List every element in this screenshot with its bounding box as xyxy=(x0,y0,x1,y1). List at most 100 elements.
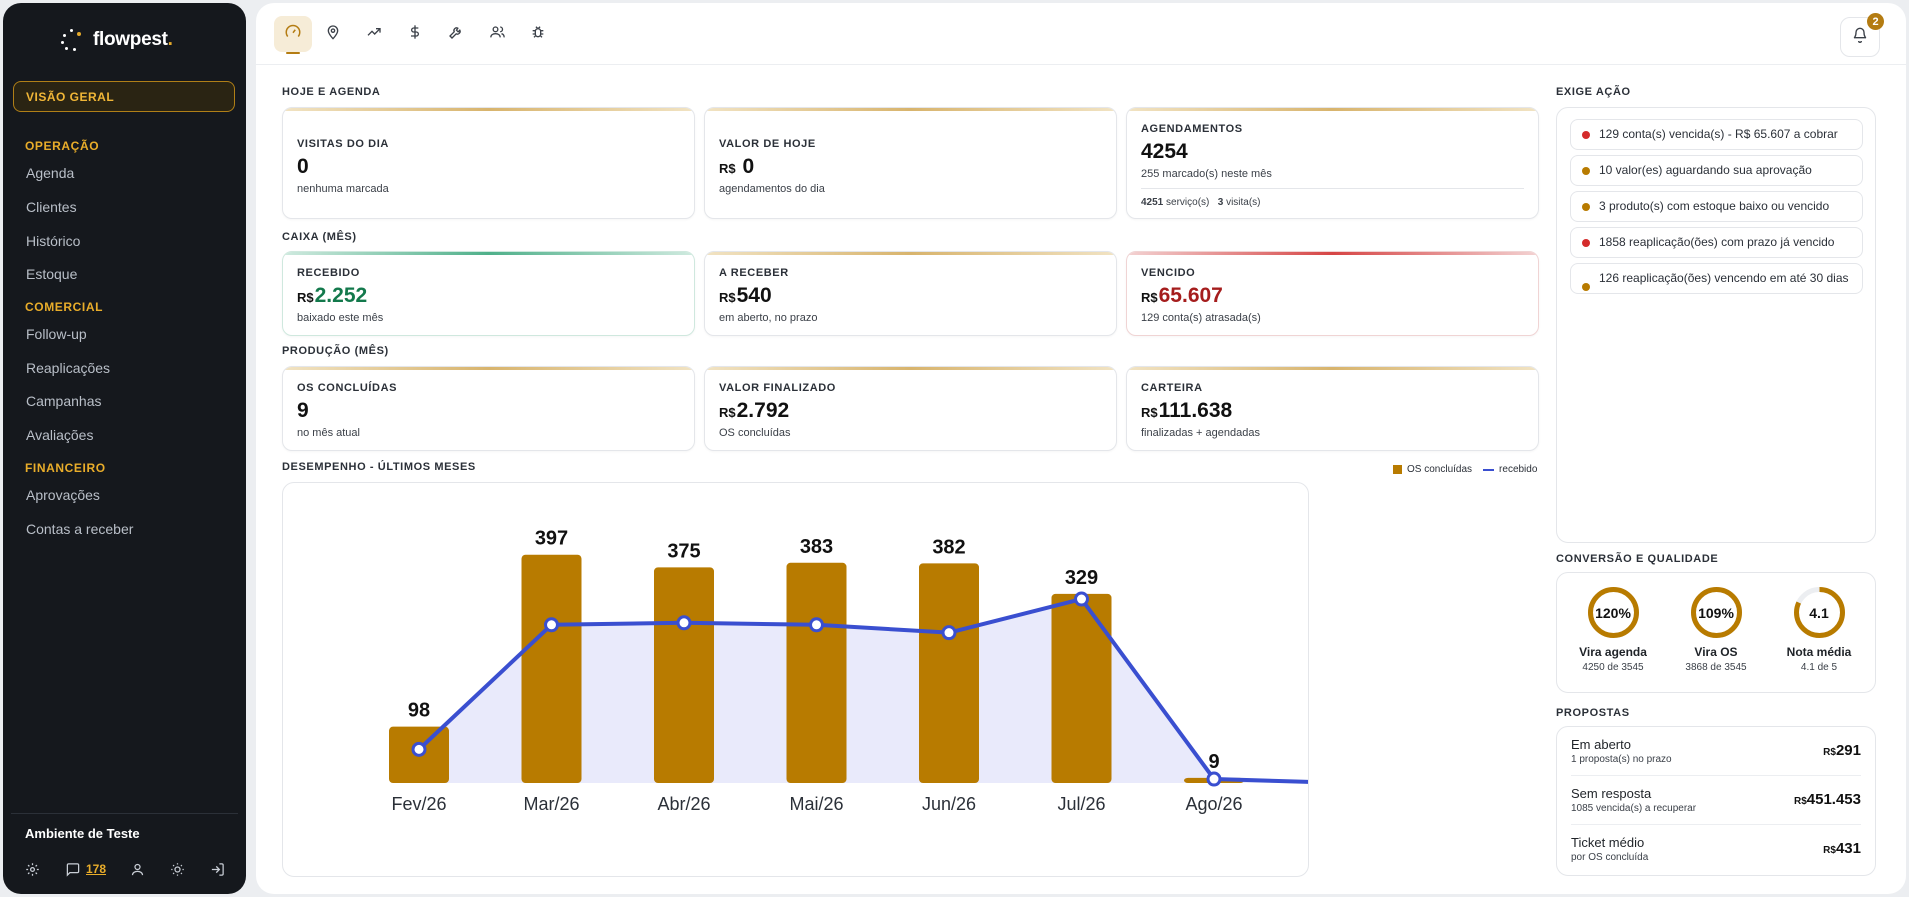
sidebar: flowpest. VISÃO GERAL OPERAÇÃO Agenda Cl… xyxy=(3,3,246,894)
sidebar-item-estoque[interactable]: Estoque xyxy=(26,266,78,282)
sidebar-item-historico[interactable]: Histórico xyxy=(26,233,81,249)
line-recebido xyxy=(417,597,1347,785)
sidebar-item-avaliacoes[interactable]: Avaliações xyxy=(26,427,94,443)
today-value-label: VALOR DE HOJE xyxy=(719,138,816,150)
portfolio-label: CARTEIRA xyxy=(1141,382,1203,394)
proposal-sub: 1 proposta(s) no prazo xyxy=(1571,754,1672,765)
received-currency: R$ xyxy=(297,290,314,305)
chat-icon xyxy=(65,861,81,877)
received-sub: baixado este mês xyxy=(297,312,384,324)
action-item-text: 129 conta(s) vencida(s) - R$ 65.607 a co… xyxy=(1599,127,1838,141)
wrench-icon xyxy=(448,24,464,45)
tab-users[interactable] xyxy=(478,16,516,52)
trending-up-icon xyxy=(366,24,382,45)
portfolio-sub: finalizadas + agendadas xyxy=(1141,427,1260,439)
main-panel: 2 HOJE E AGENDA VISITAS DO DIA 0 nenhuma… xyxy=(256,3,1906,894)
sidebar-item-follow-up[interactable]: Follow-up xyxy=(26,326,87,342)
today-value-currency: R$ xyxy=(719,161,736,176)
notification-badge: 2 xyxy=(1867,13,1884,30)
today-value-sub: agendamentos do dia xyxy=(719,183,825,195)
os-done-card: OS CONCLUÍDAS 9 no mês atual xyxy=(282,366,695,451)
tab-tools[interactable] xyxy=(437,16,475,52)
performance-chart: 98 Fev/26 397 Mar/26 375 Abr/26 383 Mai/26 382 Ju… xyxy=(389,528,1377,814)
sidebar-item-campanhas[interactable]: Campanhas xyxy=(26,393,102,409)
gauge-ring xyxy=(1587,587,1639,638)
warning-dot-icon xyxy=(1582,203,1590,211)
sidebar-section-financeiro: FINANCEIRO xyxy=(25,461,106,475)
app-name: flowpest xyxy=(93,29,168,50)
sidebar-item-visao-geral[interactable]: VISÃO GERAL xyxy=(13,81,235,112)
warning-dot-icon xyxy=(1582,283,1590,291)
notifications-button[interactable]: 2 xyxy=(1840,13,1884,57)
sun-icon[interactable] xyxy=(170,861,186,877)
bar-os-concluidas xyxy=(654,567,714,783)
visits-count: 3 xyxy=(1217,197,1224,208)
section-conversion-title: CONVERSÃO E QUALIDADE xyxy=(1556,553,1719,565)
bar-value-label: 397 xyxy=(535,528,568,550)
action-item-text: 1858 reaplicação(ões) com prazo já venci… xyxy=(1599,235,1835,249)
x-tick-label: Fev/26 xyxy=(391,794,446,814)
sidebar-section-comercial: COMERCIAL xyxy=(25,300,104,314)
chat-count: 178 xyxy=(86,862,107,876)
action-item[interactable]: 3 produto(s) com estoque baixo ou vencid… xyxy=(1570,191,1863,222)
x-tick-label: Mar/26 xyxy=(523,794,579,814)
gauge-sub: 4250 de 3545 xyxy=(1582,662,1644,673)
tab-finance[interactable] xyxy=(396,16,434,52)
chat-button[interactable]: 178 xyxy=(65,861,106,877)
section-proposals-title: PROPOSTAS xyxy=(1556,707,1630,719)
action-item[interactable]: 1858 reaplicação(ões) com prazo já venci… xyxy=(1570,227,1863,258)
proposal-value: 431 xyxy=(1835,840,1861,857)
overdue-value: 65.607 xyxy=(1158,284,1223,307)
section-today-title: HOJE E AGENDA xyxy=(282,86,381,98)
visits-sub: nenhuma marcada xyxy=(297,183,389,195)
sidebar-item-agenda[interactable]: Agenda xyxy=(26,165,75,181)
portfolio-value: 111.638 xyxy=(1158,399,1233,422)
alert-dot-icon xyxy=(1582,131,1590,139)
settings-icon[interactable] xyxy=(25,861,41,877)
gauge-ring xyxy=(1793,587,1845,638)
logo[interactable]: flowpest. xyxy=(61,29,173,51)
services-text: serviço(s) xyxy=(1166,197,1210,208)
chart-legend: OS concluídas recebido xyxy=(1393,464,1537,475)
proposal-row[interactable]: Ticket médio por OS concluída R$431 xyxy=(1571,825,1861,874)
action-item[interactable]: 129 conta(s) vencida(s) - R$ 65.607 a co… xyxy=(1570,119,1863,150)
logout-icon[interactable] xyxy=(210,861,226,877)
x-tick-label: Jun/26 xyxy=(922,794,976,814)
alert-dot-icon xyxy=(1582,239,1590,247)
bar-os-concluidas xyxy=(919,563,979,783)
tab-dashboard[interactable] xyxy=(274,16,312,54)
os-done-label: OS CONCLUÍDAS xyxy=(297,382,398,394)
tab-trends[interactable] xyxy=(355,16,393,52)
sidebar-item-contas-a-receber[interactable]: Contas a receber xyxy=(26,521,134,537)
sidebar-section-operacao: OPERAÇÃO xyxy=(25,139,100,153)
proposal-row[interactable]: Em aberto 1 proposta(s) no prazo R$291 xyxy=(1571,727,1861,776)
proposals-card: Em aberto 1 proposta(s) no prazo R$291 S… xyxy=(1556,726,1876,876)
visits-card: VISITAS DO DIA 0 nenhuma marcada xyxy=(282,107,695,219)
bar-value-label: 383 xyxy=(800,536,833,558)
tab-pests[interactable] xyxy=(519,16,557,52)
gauge-fill xyxy=(1587,587,1639,638)
tab-map[interactable] xyxy=(314,16,352,52)
line-point-recebido xyxy=(1074,591,1089,607)
action-item[interactable]: 126 reaplicação(ões) vencendo em até 30 … xyxy=(1570,263,1863,294)
proposal-value: 291 xyxy=(1835,742,1861,759)
proposal-value: 451.453 xyxy=(1806,791,1861,808)
proposal-row[interactable]: Sem resposta 1085 vencida(s) a recuperar… xyxy=(1571,776,1861,825)
overdue-label: VENCIDO xyxy=(1141,267,1196,279)
overdue-card: VENCIDO R$65.607 129 conta(s) atrasada(s… xyxy=(1126,251,1539,336)
gauge-icon xyxy=(284,23,302,46)
user-icon[interactable] xyxy=(130,861,146,877)
legend-bar-swatch xyxy=(1393,465,1402,474)
line-point-recebido xyxy=(411,741,427,757)
sidebar-item-reaplicacoes[interactable]: Reaplicações xyxy=(26,360,111,376)
sidebar-item-clientes[interactable]: Clientes xyxy=(26,199,77,215)
action-item[interactable]: 10 valor(es) aguardando sua aprovação xyxy=(1570,155,1863,186)
bar-value-label: 98 xyxy=(408,700,430,722)
sidebar-item-aprovacoes[interactable]: Aprovações xyxy=(26,487,100,503)
users-icon xyxy=(489,24,506,45)
portfolio-currency: R$ xyxy=(1141,405,1158,420)
action-item-text: 3 produto(s) com estoque baixo ou vencid… xyxy=(1599,199,1830,213)
os-done-sub: no mês atual xyxy=(297,427,360,439)
gauge-label: Nota média xyxy=(1786,645,1852,659)
appointments-breakdown: 4251 serviço(s) 3 visita(s) xyxy=(1141,197,1261,208)
